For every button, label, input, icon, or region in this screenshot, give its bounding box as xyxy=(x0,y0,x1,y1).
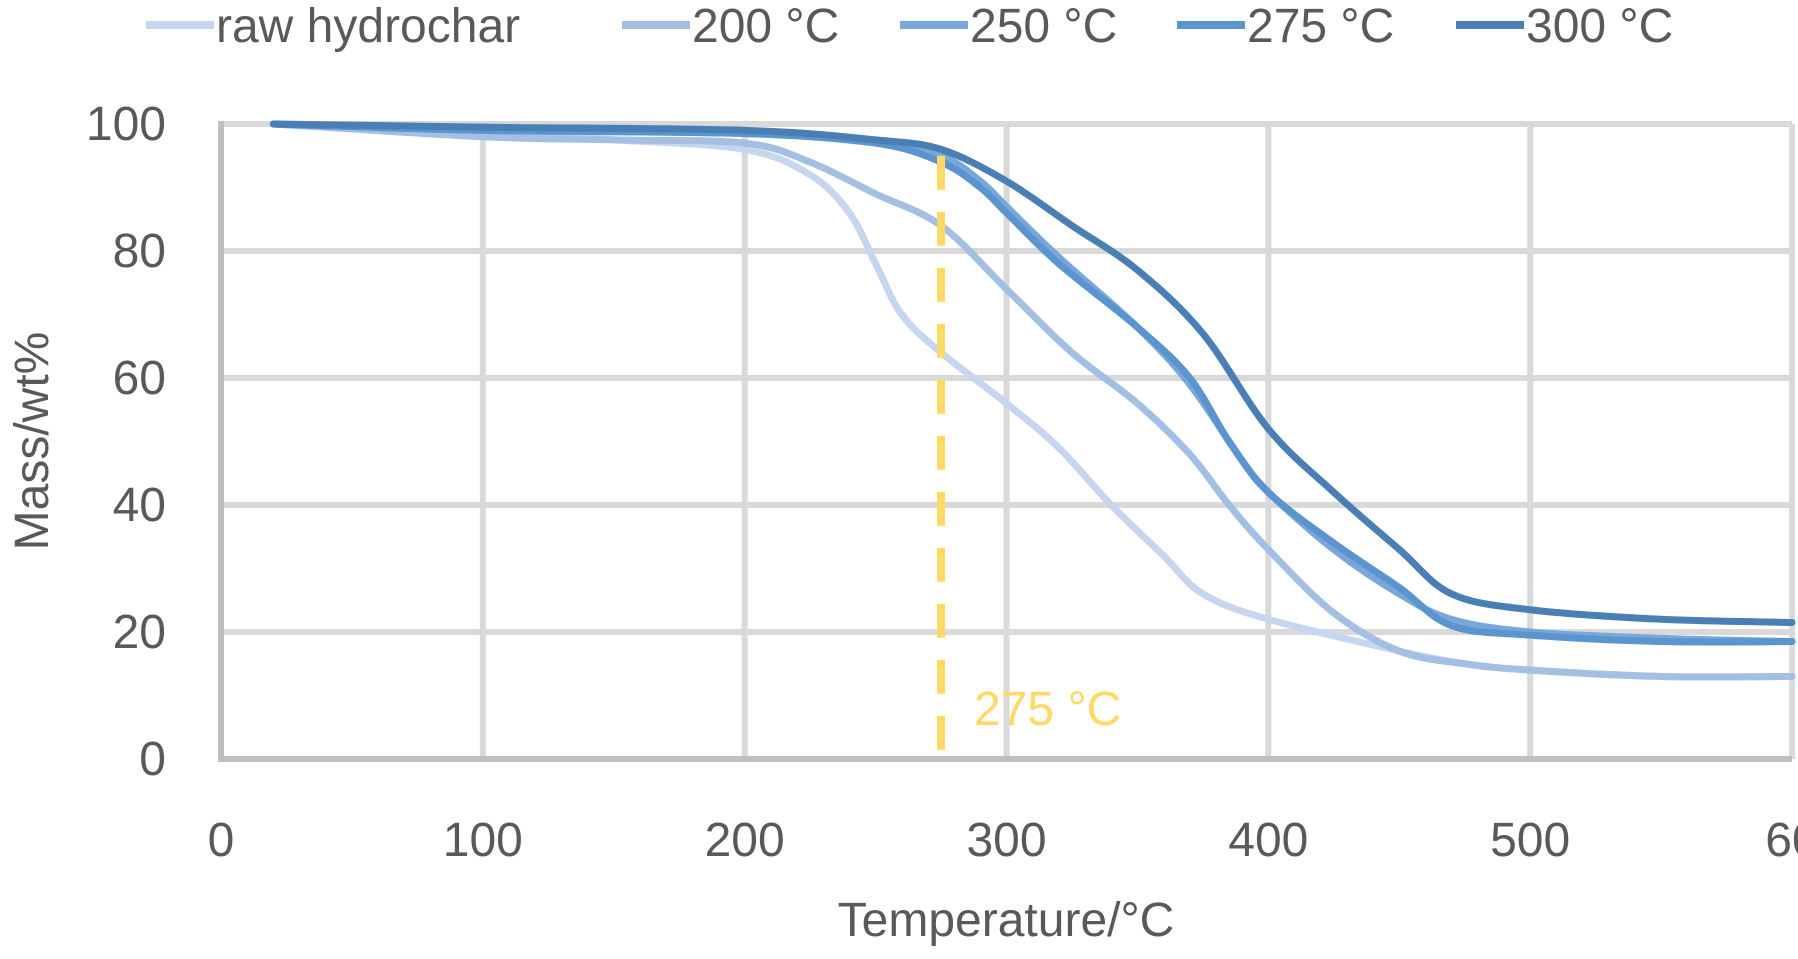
axes xyxy=(218,121,1792,762)
x-tick-label: 300 xyxy=(966,814,1046,867)
y-tick-label: 60 xyxy=(113,352,166,405)
legend-label: 300 °C xyxy=(1526,0,1673,53)
x-tick-labels: 0 100 200 300 400 500 60 xyxy=(208,814,1798,867)
legend-label: 250 °C xyxy=(970,0,1117,53)
y-tick-label: 100 xyxy=(86,98,166,151)
x-tick-label: 100 xyxy=(443,814,523,867)
x-tick-label: 500 xyxy=(1490,814,1570,867)
annotation-label: 275 °C xyxy=(974,683,1121,736)
series-lines xyxy=(269,120,1796,681)
y-tick-label: 80 xyxy=(113,225,166,278)
x-tick-label: 0 xyxy=(208,814,235,867)
legend-item: raw hydrochar xyxy=(146,0,520,53)
series-line-0 xyxy=(269,120,1796,681)
y-tick-label: 40 xyxy=(113,479,166,532)
legend-label: 200 °C xyxy=(692,0,839,53)
y-tick-label: 20 xyxy=(113,606,166,659)
legend-item: 300 °C xyxy=(1456,0,1673,53)
legend-item: 250 °C xyxy=(900,0,1117,53)
y-axis-label: Mass/wt% xyxy=(6,332,59,551)
annotation: 275 °C xyxy=(937,155,1121,763)
x-axis-label: Temperature/°C xyxy=(838,894,1175,947)
legend-item: 200 °C xyxy=(622,0,839,53)
x-tick-label: 400 xyxy=(1228,814,1308,867)
x-tick-label: 200 xyxy=(705,814,785,867)
y-tick-label: 0 xyxy=(139,733,166,786)
legend: raw hydrochar 200 °C 250 °C 275 °C 300 °C xyxy=(146,0,1673,53)
series-line-4 xyxy=(269,120,1796,626)
grid xyxy=(221,121,1795,759)
x-tick-label: 60 xyxy=(1765,814,1798,867)
y-tick-labels: 0 20 40 60 80 100 xyxy=(86,98,166,786)
legend-item: 275 °C xyxy=(1177,0,1394,53)
legend-label: raw hydrochar xyxy=(216,0,520,53)
series-line-1 xyxy=(269,120,1796,681)
legend-label: 275 °C xyxy=(1247,0,1394,53)
